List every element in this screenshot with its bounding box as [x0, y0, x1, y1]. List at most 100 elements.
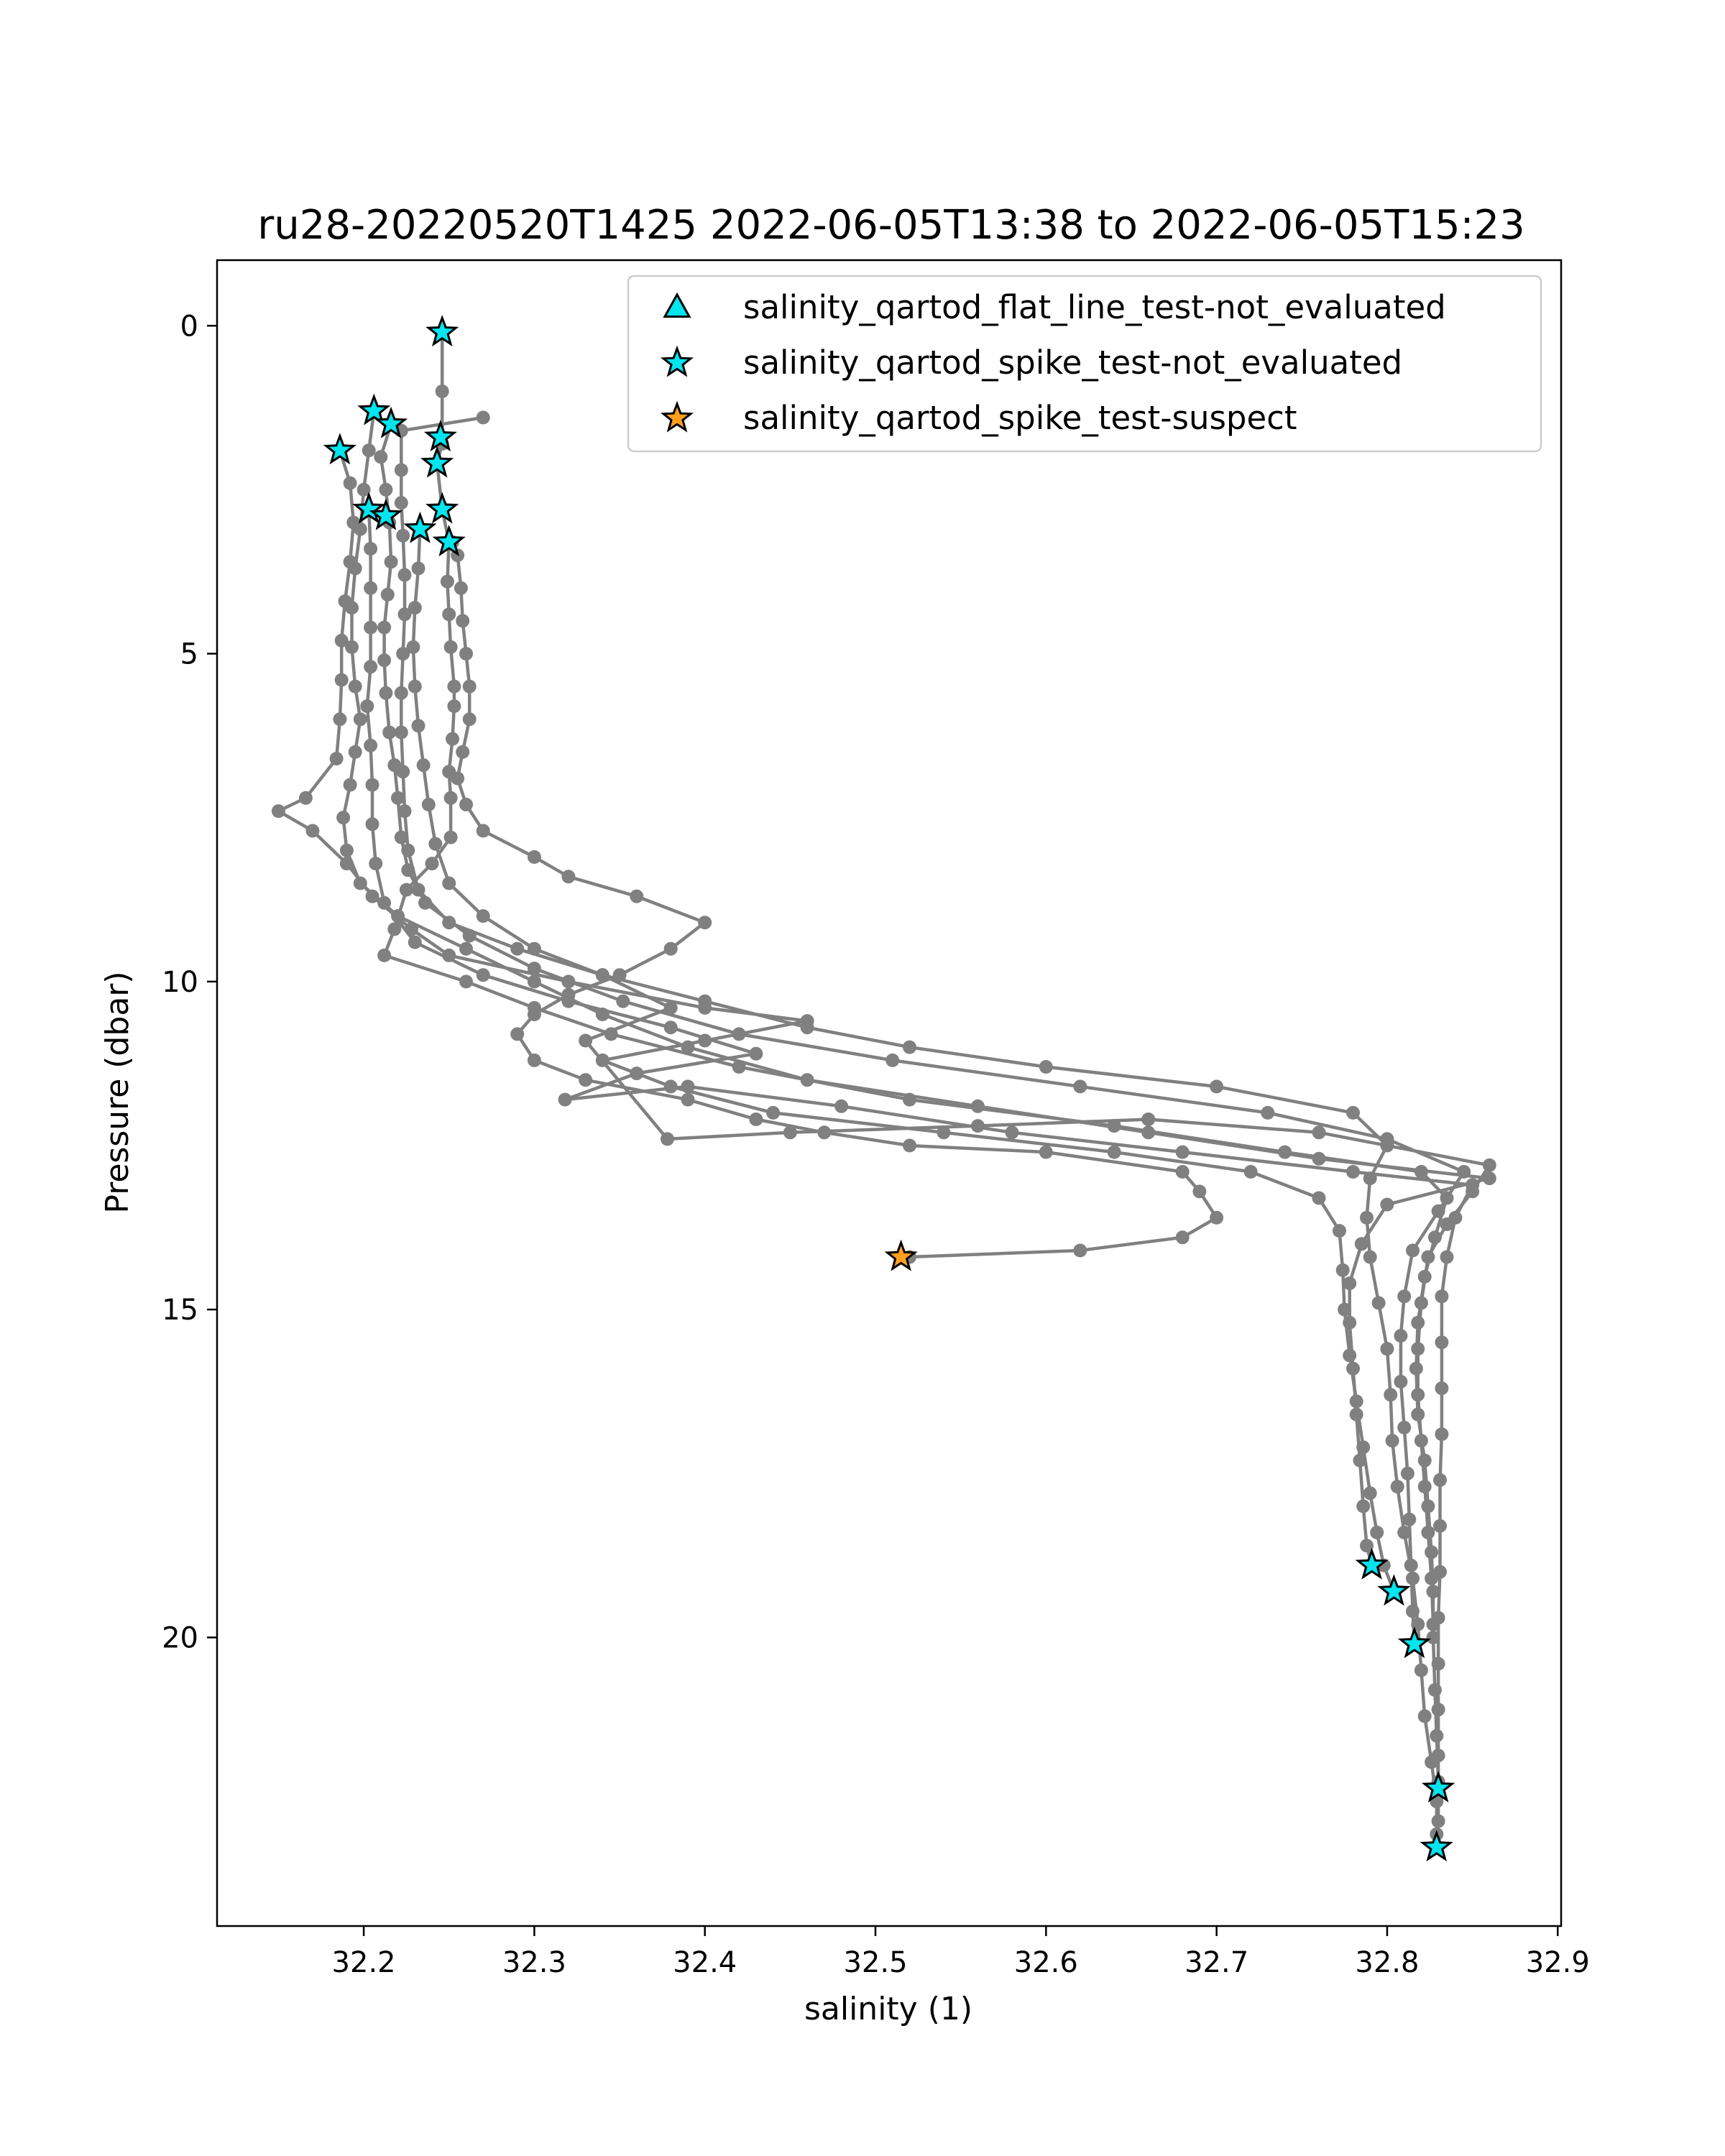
data-point: [360, 699, 374, 714]
qc-markers: [323, 315, 1455, 1862]
legend-triangle-marker: [663, 292, 691, 318]
data-point: [364, 738, 378, 752]
data-point: [1417, 1480, 1432, 1494]
data-point: [1039, 1060, 1053, 1074]
data-point: [406, 640, 420, 654]
data-point: [886, 1053, 900, 1067]
data-point: [443, 791, 458, 805]
qc-star-marker: [426, 315, 459, 347]
data-point: [1431, 1703, 1445, 1717]
data-point: [783, 1125, 797, 1140]
qc-star-marker: [420, 446, 454, 478]
x-tick-label: 32.6: [1014, 1946, 1078, 1979]
qc-star-marker: [1377, 1574, 1411, 1606]
data-point: [1349, 1394, 1363, 1409]
data-point: [377, 948, 392, 962]
data-point: [425, 857, 439, 871]
data-point: [365, 778, 380, 792]
data-point: [380, 587, 395, 602]
data-point: [1400, 1466, 1414, 1480]
data-point: [1397, 1289, 1412, 1304]
data-point: [817, 1125, 832, 1140]
data-point: [343, 778, 357, 792]
data-point: [377, 653, 392, 668]
plot-frame: [216, 259, 1563, 1927]
data-point: [394, 686, 408, 700]
qc-star-marker: [352, 492, 386, 524]
legend-label: salinity_qartod_flat_line_test-not_evalu…: [743, 288, 1446, 326]
qc-star-marker: [426, 492, 459, 524]
data-point: [348, 745, 362, 759]
data-point: [362, 443, 376, 458]
qc-star-marker: [357, 393, 391, 425]
data-point: [476, 824, 490, 838]
data-point: [456, 614, 470, 628]
data-point: [1312, 1151, 1326, 1166]
data-point: [1107, 1145, 1121, 1159]
x-axis: 32.2 32.3 32.4 32.5 32.6 32.7 32.8 32.9: [332, 1926, 1590, 1979]
data-point: [1312, 1191, 1326, 1205]
data-point: [408, 935, 422, 949]
data-point: [1210, 1210, 1224, 1225]
data-point: [1430, 1728, 1444, 1743]
data-point: [1466, 1184, 1480, 1199]
y-tick-label: 10: [162, 966, 198, 999]
data-point: [1482, 1158, 1496, 1172]
data-point: [1411, 1342, 1425, 1356]
data-point: [1380, 1342, 1394, 1356]
data-point: [579, 1033, 593, 1048]
data-point: [1243, 1165, 1258, 1179]
qc-star-marker: [884, 1239, 918, 1271]
data-point: [456, 745, 470, 759]
data-point: [384, 555, 398, 569]
qc-star-marker: [1397, 1626, 1431, 1659]
legend-star-marker: [660, 400, 694, 433]
data-point: [339, 857, 354, 871]
data-point: [394, 830, 408, 844]
data-point: [443, 830, 458, 844]
data-point: [834, 1099, 849, 1113]
x-tick-label: 32.2: [332, 1946, 396, 1979]
chart-title: ru28-20220520T1425 2022-06-05T13:38 to 2…: [257, 202, 1524, 249]
data-point: [579, 1073, 593, 1087]
data-point: [1414, 1434, 1428, 1448]
data-point: [459, 647, 473, 661]
data-point: [630, 889, 644, 903]
data-point: [1411, 1388, 1425, 1402]
data-point: [364, 542, 378, 556]
data-point: [1335, 1263, 1350, 1277]
data-point: [1385, 1434, 1399, 1448]
data-point: [1384, 1388, 1398, 1402]
data-point: [1261, 1105, 1275, 1120]
data-point: [399, 883, 413, 897]
data-point: [476, 410, 490, 425]
data-point: [1039, 1145, 1053, 1159]
data-point: [442, 876, 456, 890]
data-point: [1210, 1079, 1224, 1094]
data-point: [1363, 1250, 1377, 1264]
data-point: [408, 679, 422, 694]
data-point: [616, 994, 630, 1008]
x-tick-label: 32.3: [502, 1946, 566, 1979]
data-point: [411, 883, 426, 897]
data-point: [1435, 1289, 1449, 1304]
data-point: [1371, 1296, 1386, 1310]
data-point: [1356, 1440, 1371, 1455]
data-point: [377, 620, 392, 635]
data-point: [462, 712, 477, 727]
data-point: [1141, 1112, 1156, 1126]
data-point: [1356, 1499, 1371, 1514]
data-point: [1394, 1329, 1408, 1343]
data-point: [298, 791, 313, 805]
data-point: [334, 633, 349, 648]
y-axis: 0 5 10 15 20: [162, 310, 217, 1654]
x-tick-label: 32.9: [1526, 1946, 1590, 1979]
data-point: [329, 752, 344, 766]
legend-box: [627, 275, 1542, 453]
legend: salinity_qartod_flat_line_test-not_evalu…: [627, 275, 1542, 453]
data-point: [1363, 1171, 1377, 1186]
data-point: [343, 476, 357, 490]
data-point: [1482, 1171, 1496, 1186]
data-point: [970, 1099, 985, 1113]
data-point: [346, 515, 361, 530]
